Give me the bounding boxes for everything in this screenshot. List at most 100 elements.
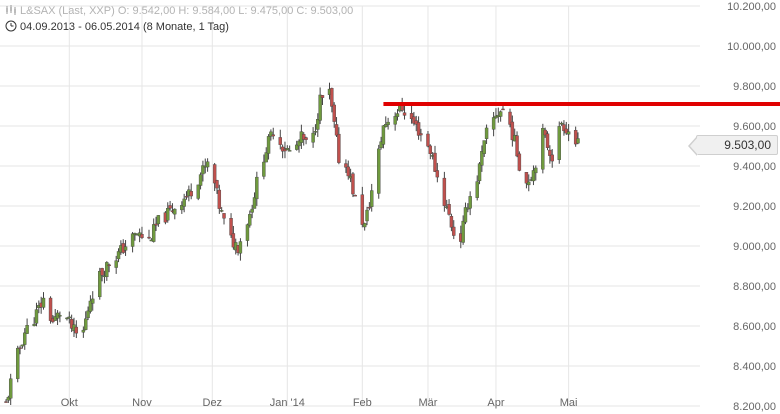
x-tick-label: Feb — [353, 397, 372, 409]
candle-down — [330, 88, 334, 107]
candle-up — [252, 197, 257, 209]
y-tick-label: 8.800,00 — [733, 281, 776, 293]
candle-up — [566, 131, 571, 135]
candle-up — [84, 318, 88, 330]
candle-down — [229, 218, 233, 236]
candle-up — [98, 271, 102, 298]
candle-up — [25, 325, 29, 334]
candle-up — [484, 127, 489, 139]
candle-up — [86, 310, 90, 319]
candle-down — [412, 116, 416, 124]
candle-up — [116, 251, 121, 260]
candle-down — [140, 234, 144, 238]
candle-up — [294, 144, 299, 150]
candle-down — [562, 124, 566, 132]
candle-up — [133, 233, 137, 235]
candle-up — [88, 300, 93, 312]
candle-up — [393, 116, 397, 125]
candle-down — [107, 264, 111, 267]
candle-down — [428, 145, 433, 155]
candle-up — [151, 224, 156, 242]
current-price-label: 9.503,00 — [724, 138, 771, 153]
candle-up — [264, 152, 268, 163]
candle-up — [105, 262, 109, 278]
candle-up — [285, 148, 290, 150]
candle-up — [491, 117, 496, 130]
quote-text: L&SAX (Last, XXP) O: 9.542,00 H: 9.584,0… — [20, 5, 354, 17]
candle-up — [6, 397, 11, 401]
candle-down — [147, 236, 151, 239]
x-tick-label: Nov — [132, 397, 152, 409]
candle-up — [463, 207, 468, 223]
candle-up — [23, 332, 27, 345]
candle-down — [69, 319, 74, 329]
x-tick-label: Jan '14 — [270, 397, 305, 409]
date-range-text: 04.09.2013 - 06.05.2014 (8 Monate, 1 Tag… — [20, 21, 229, 33]
candle-up — [67, 316, 71, 319]
candle-down — [217, 189, 222, 209]
candle-layer — [4, 82, 580, 406]
candle-down — [447, 204, 451, 215]
candle-down — [416, 122, 421, 136]
candle-up — [377, 148, 381, 194]
chart-type-icon[interactable] — [5, 4, 17, 16]
y-tick-label: 9.600,00 — [733, 121, 776, 133]
candle-down — [435, 170, 440, 178]
candle-up — [262, 161, 266, 177]
candle-down — [212, 164, 217, 184]
candle-up — [156, 215, 161, 225]
candle-down — [501, 108, 505, 111]
candle-up — [238, 241, 243, 254]
candle-up — [130, 233, 135, 247]
candle-up — [475, 181, 479, 198]
candle-down — [564, 128, 568, 134]
candle-up — [266, 136, 271, 154]
candle-up — [480, 151, 484, 166]
candle-down — [4, 401, 8, 403]
candle-down — [449, 216, 454, 228]
y-tick-label: 10.200,00 — [727, 1, 776, 13]
candle-up — [8, 378, 13, 399]
candle-down — [367, 207, 372, 209]
candle-down — [548, 149, 552, 156]
candle-up — [379, 141, 383, 149]
candle-down — [154, 223, 158, 226]
candle-down — [278, 137, 282, 145]
candle-down — [508, 111, 512, 125]
candle-down — [344, 163, 348, 168]
candle-up — [166, 208, 170, 221]
candle-down — [334, 124, 339, 136]
candle-up — [531, 170, 536, 182]
quote-summary: L&SAX (Last, XXP) O: 9.542,00 H: 9.584,0… — [5, 4, 353, 17]
candle-down — [18, 347, 22, 349]
candle-down — [402, 112, 407, 116]
candle-down — [231, 233, 236, 248]
candle-up — [466, 207, 470, 210]
clock-icon[interactable] — [5, 20, 17, 32]
candle-down — [442, 177, 447, 206]
candle-down — [222, 213, 226, 219]
candle-up — [534, 167, 538, 174]
candle-down — [550, 154, 554, 162]
candle-up — [384, 124, 388, 127]
candle-up — [58, 315, 62, 317]
candle-up — [205, 161, 210, 168]
candle-down — [419, 133, 423, 136]
candle-up — [365, 209, 369, 222]
candle-down — [74, 326, 79, 334]
candle-down — [346, 166, 350, 177]
candle-up — [287, 150, 292, 152]
candle-up — [41, 297, 46, 308]
candle-up — [541, 127, 545, 170]
candle-down — [452, 226, 456, 236]
candle-up — [123, 246, 128, 251]
candle-up — [297, 140, 301, 147]
candle-down — [283, 148, 287, 152]
x-tick-label: Mai — [560, 397, 578, 409]
y-tick-label: 9.400,00 — [733, 161, 776, 173]
y-tick-label: 10.000,00 — [727, 41, 776, 53]
candle-up — [269, 131, 273, 137]
candle-up — [196, 184, 200, 199]
candle-up — [65, 317, 69, 320]
candle-up — [316, 119, 320, 130]
